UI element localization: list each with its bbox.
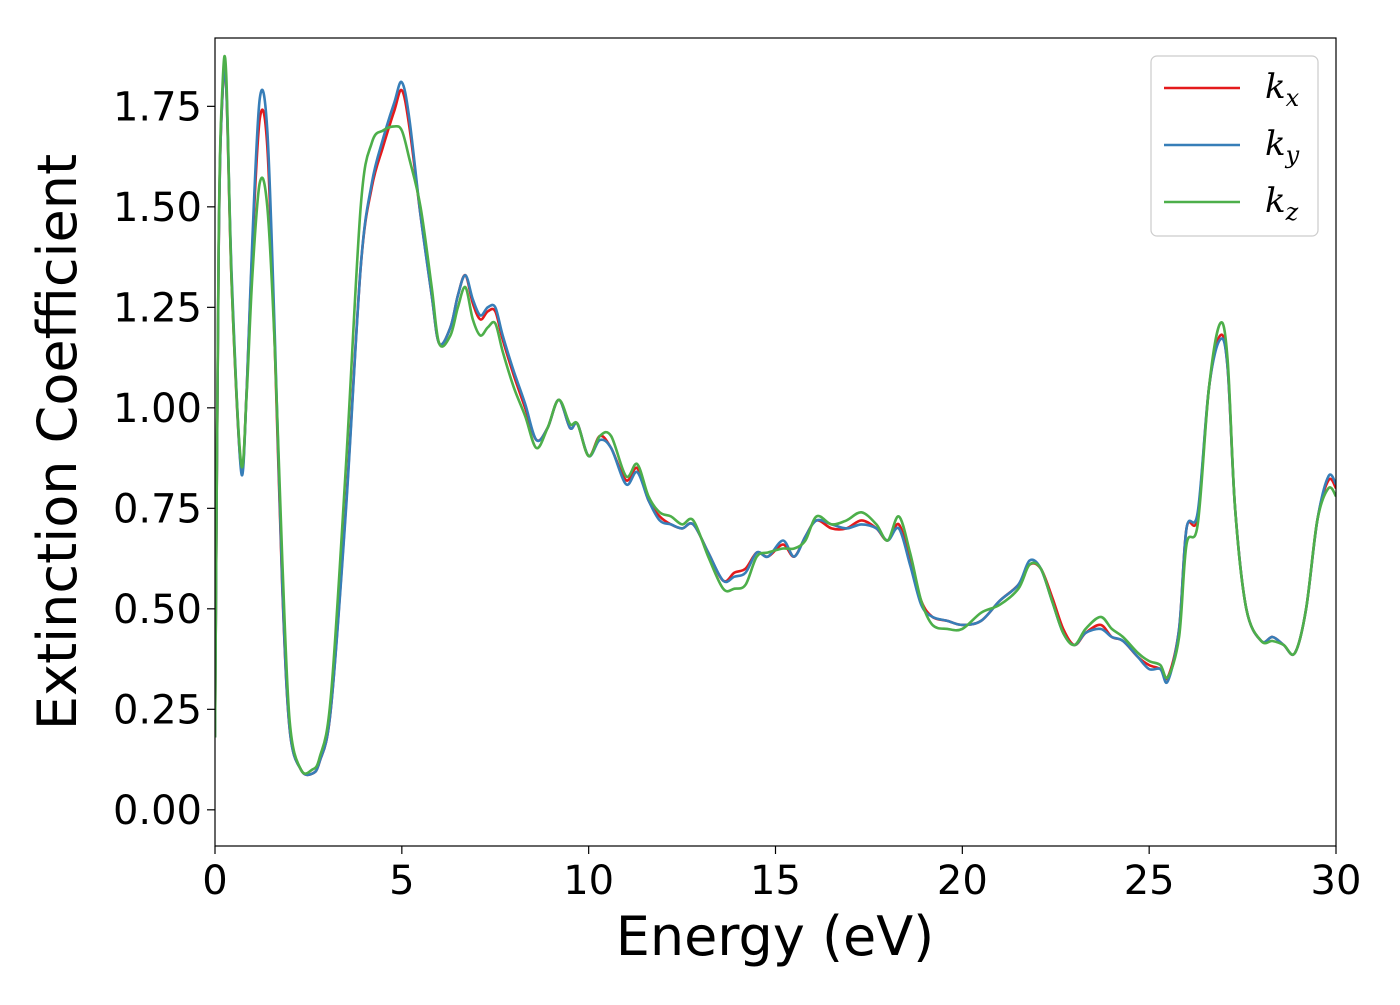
- legend: kx ky kz: [1150, 55, 1319, 237]
- x-tick-label: 15: [750, 858, 801, 904]
- legend-label-y: ky: [1265, 124, 1300, 169]
- x-tick-label: 30: [1311, 858, 1362, 904]
- x-tick-label: 5: [389, 858, 414, 904]
- legend-label-x: kx: [1265, 67, 1300, 112]
- series-layer: [215, 55, 1336, 777]
- y-axis: 0.00 0.25 0.50 0.75 1.00 1.25 1.50 1.75: [113, 84, 215, 834]
- y-tick-label: 0.25: [113, 687, 202, 733]
- x-axis: 0 5 10 15 20 25 30: [202, 846, 1361, 904]
- y-axis-title: Extinction Coefficient: [26, 154, 89, 730]
- y-tick-label: 1.50: [113, 185, 202, 231]
- x-axis-title: Energy (eV): [616, 905, 935, 968]
- series-line-z: [215, 55, 1336, 775]
- x-tick-label: 25: [1124, 858, 1175, 904]
- y-tick-label: 0.00: [113, 788, 202, 834]
- y-tick-label: 1.75: [113, 84, 202, 130]
- x-tick-label: 20: [937, 858, 988, 904]
- y-tick-label: 1.00: [113, 386, 202, 432]
- x-tick-label: 0: [202, 858, 227, 904]
- legend-label-z: kz: [1265, 181, 1299, 226]
- y-tick-label: 0.50: [113, 587, 202, 633]
- y-tick-label: 0.75: [113, 486, 202, 532]
- y-tick-label: 1.25: [113, 285, 202, 331]
- x-tick-label: 10: [563, 858, 614, 904]
